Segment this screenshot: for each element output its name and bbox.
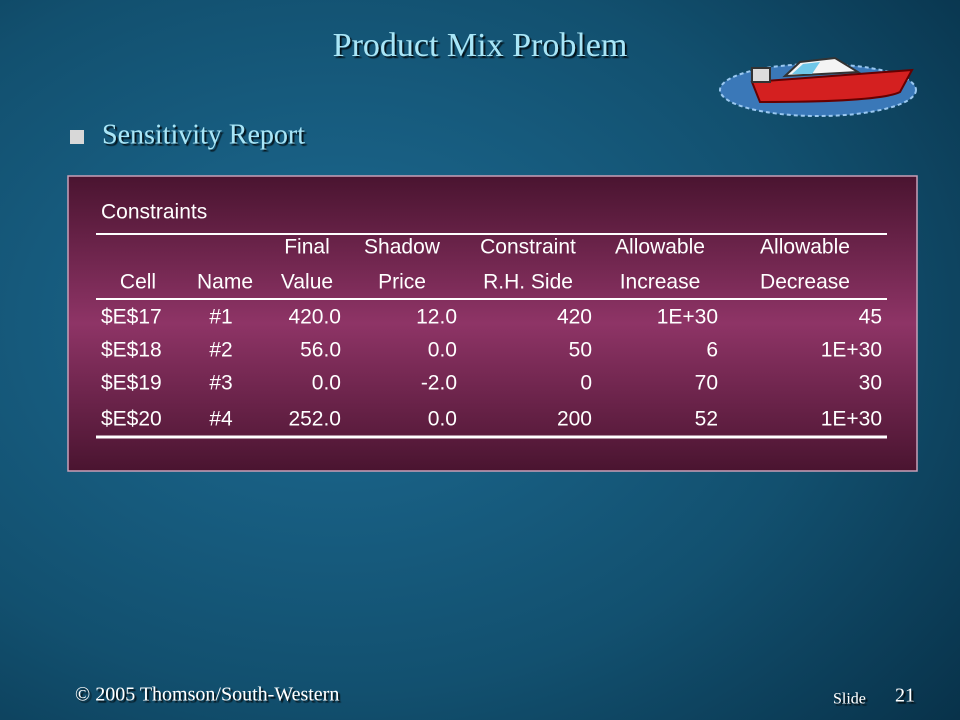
column-header: Allowable: [615, 236, 705, 259]
section-label: Constraints: [101, 201, 207, 224]
boat-icon: [719, 56, 917, 117]
column-header: Constraint: [480, 236, 576, 259]
table-cell: 1E+30: [821, 339, 882, 362]
column-header: Shadow: [364, 236, 441, 259]
column-header: Decrease: [760, 271, 850, 294]
table-cell: $E$18: [101, 339, 162, 362]
table-cell: 52: [695, 408, 718, 431]
table-cell: $E$20: [101, 408, 162, 431]
table-cell: 0.0: [312, 372, 341, 395]
table-cell: $E$19: [101, 372, 162, 395]
table-cell: 6: [706, 339, 718, 362]
table-cell: 420.0: [288, 306, 341, 329]
table-cell: 0.0: [428, 408, 457, 431]
table-cell: 0: [580, 372, 592, 395]
table-cell: 200: [557, 408, 592, 431]
table-cell: 1E+30: [657, 306, 718, 329]
table-cell: 45: [859, 306, 882, 329]
table-cell: -2.0: [421, 372, 457, 395]
column-header: Increase: [620, 271, 701, 294]
table-cell: 30: [859, 372, 882, 395]
table-cell: 1E+30: [821, 408, 882, 431]
column-header: Name: [197, 271, 253, 294]
table-cell: 12.0: [416, 306, 457, 329]
table-cell: 420: [557, 306, 592, 329]
slide-number: 21: [895, 685, 915, 707]
table-cell: $E$17: [101, 306, 162, 329]
column-header: Allowable: [760, 236, 850, 259]
table-cell: 0.0: [428, 339, 457, 362]
table-cell: #2: [209, 339, 232, 362]
table-cell: #4: [209, 408, 233, 431]
column-header: Value: [281, 271, 333, 294]
column-header: Final: [284, 236, 330, 259]
bullet-text: Sensitivity Report: [102, 119, 305, 150]
table-cell: #1: [209, 306, 232, 329]
slide-label: Slide: [833, 691, 866, 708]
slide-title: Product Mix Problem: [333, 27, 628, 64]
table-cell: 70: [695, 372, 718, 395]
copyright: © 2005 Thomson/South-Western: [75, 684, 339, 706]
table-cell: #3: [209, 372, 232, 395]
table-panel: [67, 175, 918, 472]
column-header: Cell: [120, 271, 156, 294]
sensitivity-table: Constraints Cell Name Final Value Shadow Pric…: [67, 175, 918, 472]
column-header: R.H. Side: [483, 271, 573, 294]
table-cell: 50: [569, 339, 592, 362]
table-cell: 56.0: [300, 339, 341, 362]
bullet-marker: [70, 130, 84, 144]
column-header: Price: [378, 271, 426, 294]
table-cell: 252.0: [288, 408, 341, 431]
